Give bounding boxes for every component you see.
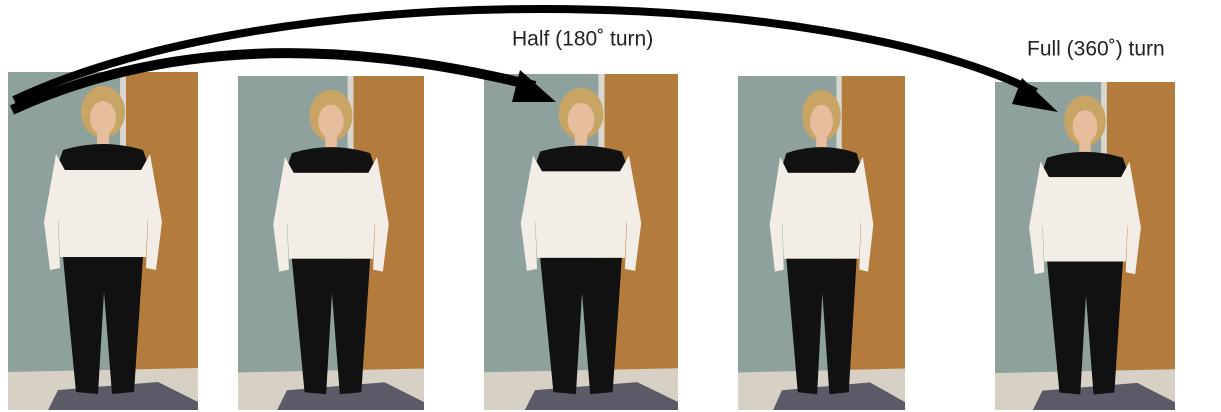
photo-side [238, 76, 424, 410]
arrow-full [12, 5, 1058, 112]
arrow-half [9, 48, 556, 115]
photo-side [738, 76, 905, 410]
photo-front [8, 72, 198, 410]
full-turn-label: Full (360˚) turn [1027, 38, 1165, 61]
photo-front [995, 82, 1175, 410]
half-turn-label: Half (180˚ turn) [512, 28, 653, 51]
photo-back [484, 74, 678, 410]
